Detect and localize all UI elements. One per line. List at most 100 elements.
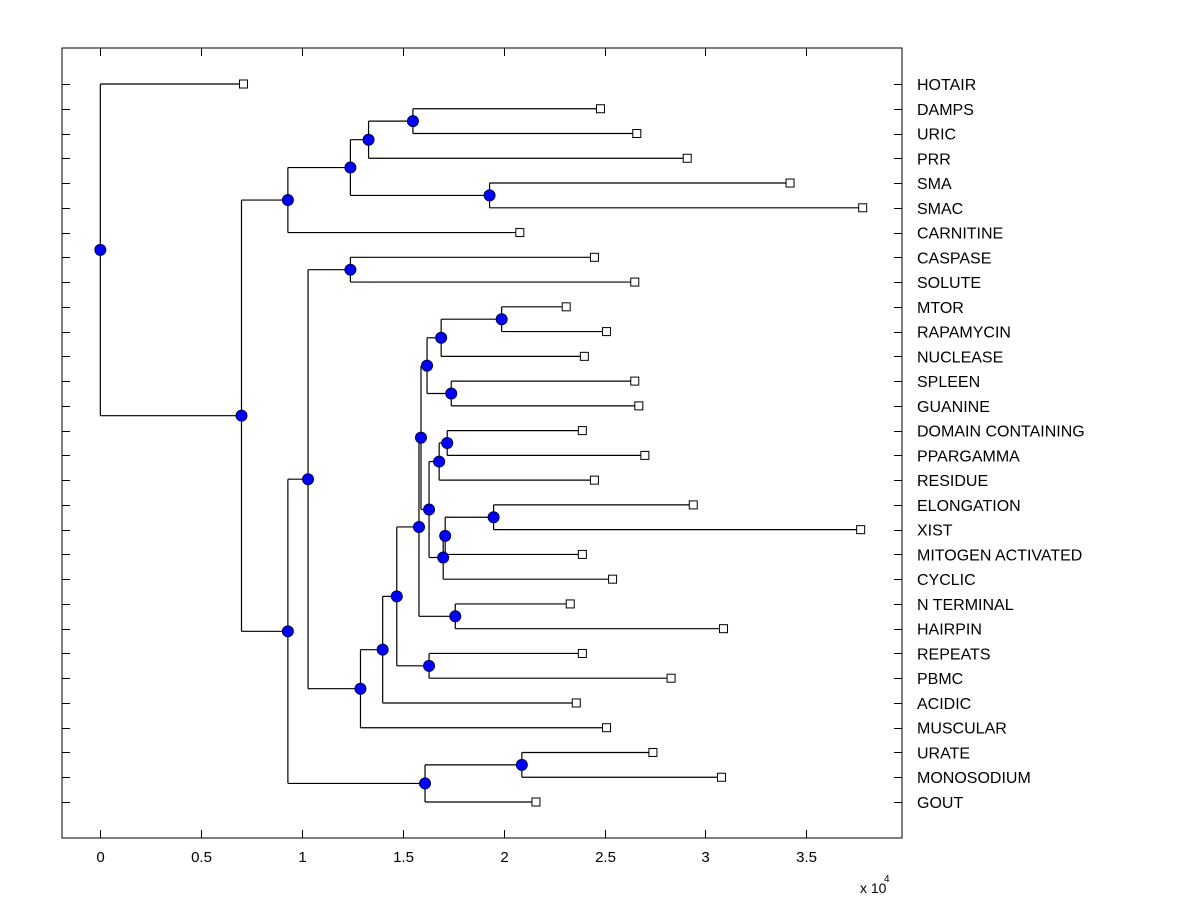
leaf-marker <box>634 401 644 411</box>
cluster-node-marker <box>419 777 432 790</box>
leaf-marker <box>630 277 640 287</box>
cluster-node-marker <box>235 409 248 422</box>
cluster-node-marker <box>515 758 528 771</box>
leaf-markers <box>239 79 868 807</box>
leaf-marker <box>579 351 589 361</box>
leaf-label: MONOSODIUM <box>917 770 1031 787</box>
leaf-label: PPARGAMMA <box>917 448 1020 465</box>
x-tick-label: 0 <box>96 849 104 866</box>
leaf-label: GOUT <box>917 795 963 812</box>
x-tick-label: 3 <box>701 849 709 866</box>
cluster-node-marker <box>449 610 462 623</box>
dendrogram-links <box>99 83 863 803</box>
leaf-marker <box>577 549 587 559</box>
leaf-label: N TERMINAL <box>917 597 1014 614</box>
leaf-marker <box>640 450 650 460</box>
leaf-label: MUSCULAR <box>917 721 1007 738</box>
leaf-marker <box>630 376 640 386</box>
x-tick-label: 1.5 <box>393 849 414 866</box>
leaf-marker <box>682 153 692 163</box>
leaf-marker <box>602 327 612 337</box>
leaf-label: SMA <box>917 176 952 193</box>
leaf-marker <box>589 475 599 485</box>
x-axis-ticks: 0 0.5 1 1.5 2 2.5 3 3.5 <box>96 48 817 866</box>
cluster-node-marker <box>414 431 427 444</box>
cluster-node-marker <box>281 194 294 207</box>
leaf-label: CYCLIC <box>917 572 976 589</box>
leaf-label: PRR <box>917 151 951 168</box>
cluster-node-marker <box>423 659 436 672</box>
x-tick-label: 0.5 <box>191 849 212 866</box>
leaf-label: PBMC <box>917 671 963 688</box>
cluster-node-marker <box>423 503 436 516</box>
leaf-label: HAIRPIN <box>917 622 982 639</box>
leaf-label: CARNITINE <box>917 226 1003 243</box>
leaf-label: ACIDIC <box>917 696 971 713</box>
leaf-marker <box>858 203 868 213</box>
leaf-marker <box>716 772 726 782</box>
leaf-marker <box>632 129 642 139</box>
leaf-marker <box>577 426 587 436</box>
cluster-node-marker <box>437 551 450 564</box>
cluster-node-marker <box>433 455 446 468</box>
cluster-node-marker <box>445 387 458 400</box>
cluster-node-marker <box>406 115 419 128</box>
leaf-label: RAPAMYCIN <box>917 325 1011 342</box>
node-markers <box>94 115 528 790</box>
cluster-node-marker <box>344 263 357 276</box>
axes-frame <box>61 47 903 839</box>
leaf-marker <box>577 648 587 658</box>
leaf-label: SOLUTE <box>917 275 981 292</box>
leaf-label: MTOR <box>917 300 964 317</box>
leaf-marker <box>688 500 698 510</box>
leaf-label: URATE <box>917 745 970 762</box>
x-tick-label: 2 <box>500 849 508 866</box>
cluster-node-marker <box>421 359 434 372</box>
leaf-label: NUCLEASE <box>917 349 1003 366</box>
leaf-marker <box>785 178 795 188</box>
leaf-label: HOTAIR <box>917 77 976 94</box>
leaf-label: ELONGATION <box>917 498 1021 515</box>
cluster-node-marker <box>435 331 448 344</box>
x-tick-label: 2.5 <box>595 849 616 866</box>
leaf-marker <box>565 599 575 609</box>
cluster-node-marker <box>483 189 496 202</box>
cluster-node-marker <box>344 161 357 174</box>
y-axis-ticks <box>62 84 902 803</box>
leaf-label: MITOGEN ACTIVATED <box>917 547 1082 564</box>
leaf-marker <box>648 747 658 757</box>
leaf-marker <box>515 228 525 238</box>
x-multiplier-exponent: 4 <box>884 874 890 885</box>
leaf-marker <box>561 302 571 312</box>
cluster-node-marker <box>354 682 367 695</box>
leaf-label: SPLEEN <box>917 374 980 391</box>
cluster-node-marker <box>281 625 294 638</box>
leaf-marker <box>239 79 249 89</box>
leaf-label: RESIDUE <box>917 473 988 490</box>
cluster-node-marker <box>390 590 403 603</box>
leaf-marker <box>608 574 618 584</box>
leaf-label: URIC <box>917 127 956 144</box>
x-multiplier-label: x 10 <box>860 880 887 896</box>
cluster-node-marker <box>302 473 315 486</box>
leaf-marker <box>571 698 581 708</box>
leaf-label: REPEATS <box>917 646 991 663</box>
leaf-label: CASPASE <box>917 250 991 267</box>
leaf-marker <box>856 525 866 535</box>
cluster-node-marker <box>439 529 452 542</box>
leaf-marker <box>595 104 605 114</box>
leaf-marker <box>666 673 676 683</box>
cluster-node-marker <box>362 133 375 146</box>
cluster-node-marker <box>487 511 500 524</box>
leaf-label: DAMPS <box>917 102 974 119</box>
axes-box <box>61 47 903 839</box>
leaf-marker <box>719 624 729 634</box>
leaf-marker <box>531 797 541 807</box>
leaf-label: GUANINE <box>917 399 990 416</box>
leaf-marker <box>602 723 612 733</box>
leaf-label: XIST <box>917 523 953 540</box>
leaf-labels: HOTAIR DAMPS URIC PRR SMA SMAC CARNITINE CASPAS… <box>917 77 1085 812</box>
cluster-node-marker <box>412 520 425 533</box>
